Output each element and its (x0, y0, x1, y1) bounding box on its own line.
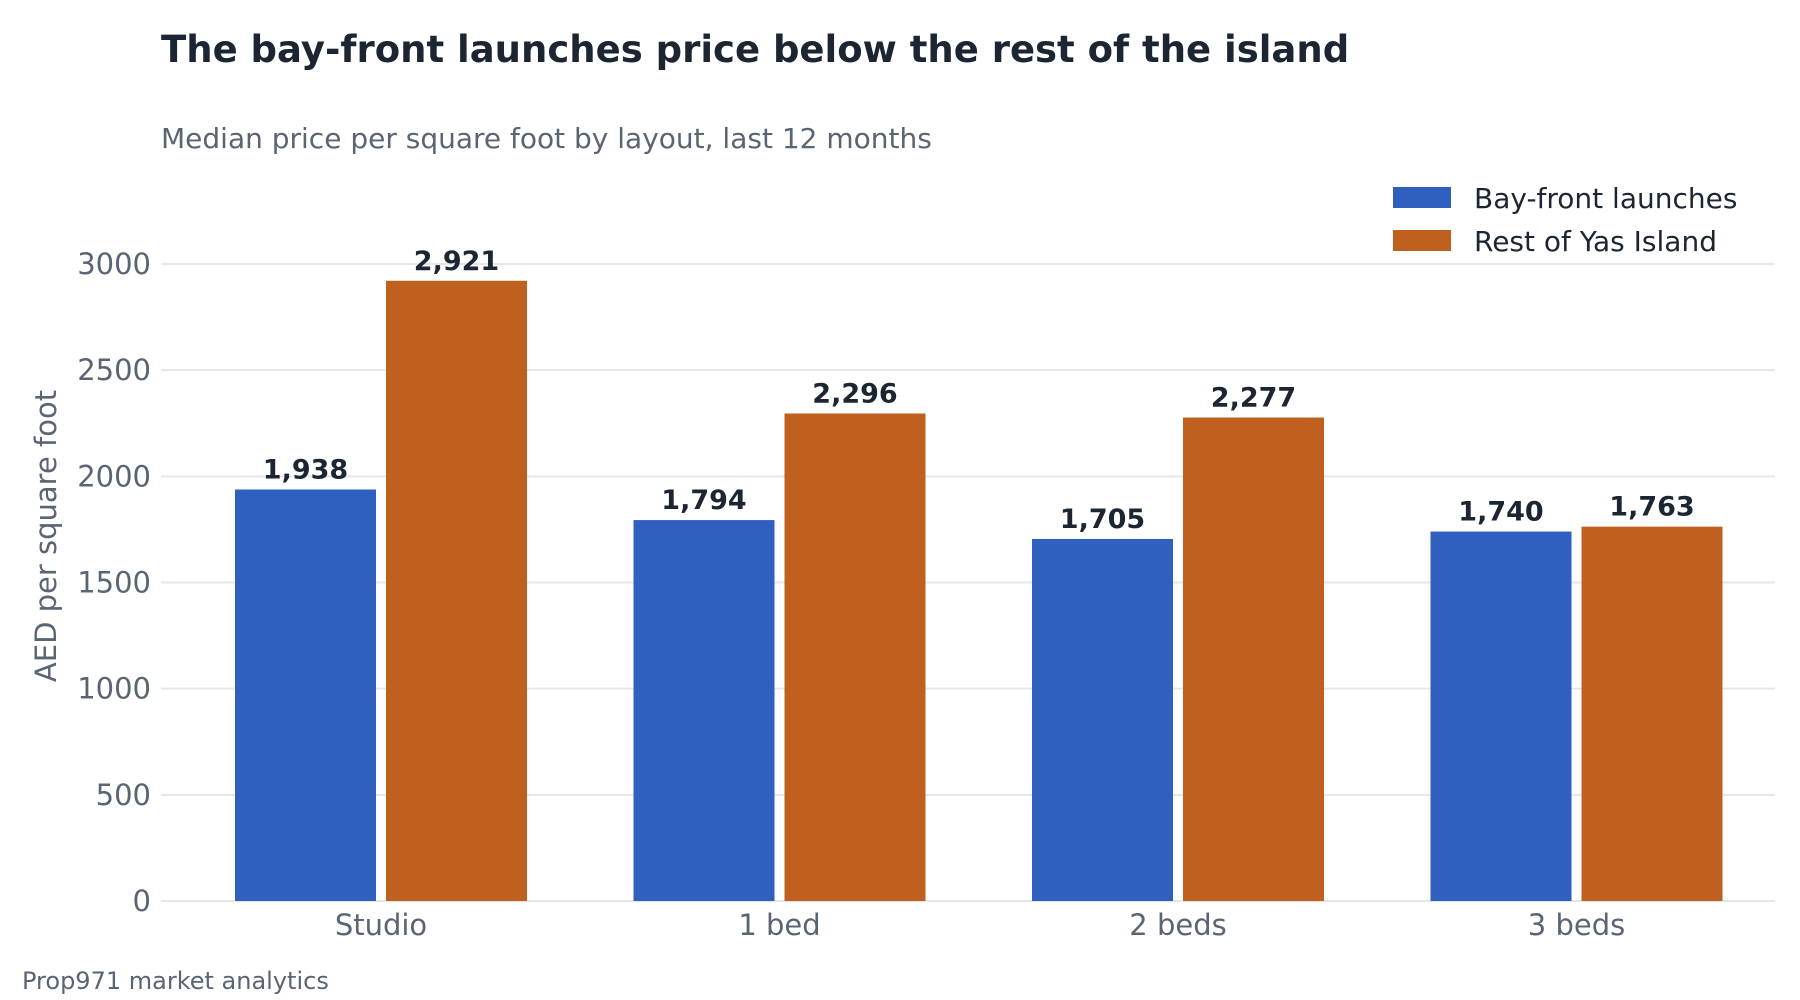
x-tick-label: 2 beds (1129, 908, 1226, 942)
y-tick-label: 1000 (77, 672, 151, 706)
y-tick-label: 1500 (77, 566, 151, 600)
data-label: 2,921 (414, 246, 499, 277)
data-label: 1,740 (1458, 497, 1543, 528)
y-axis-title: AED per square foot (29, 390, 63, 682)
bar-rest-of-island (1183, 417, 1324, 901)
data-label: 1,763 (1609, 492, 1694, 523)
y-tick-label: 2500 (77, 353, 151, 387)
data-label: 2,277 (1211, 383, 1296, 414)
bar-bay-front (633, 520, 775, 901)
bar-rest-of-island (784, 413, 926, 901)
bar-bay-front (235, 489, 376, 901)
data-label: 2,296 (812, 378, 897, 409)
bars (235, 280, 1723, 902)
bar-bay-front (1430, 531, 1572, 901)
legend: Bay-front launches Rest of Yas Island (1393, 182, 1737, 258)
data-label: 1,938 (263, 454, 348, 485)
data-labels: 1,938 2,921 1,794 2,296 1,705 2,277 1,740 1,763 (263, 246, 1695, 535)
chart-title: The bay-front launches price below the r… (161, 28, 1349, 71)
y-axis-ticks: 0 500 1000 1500 2000 2500 3000 (77, 247, 151, 918)
y-tick-label: 2000 (77, 459, 151, 493)
data-label: 1,705 (1060, 504, 1145, 535)
x-axis-ticks: Studio 1 bed 2 beds 3 beds (335, 908, 1625, 942)
legend-label: Rest of Yas Island (1474, 225, 1717, 258)
x-tick-label: 1 bed (738, 908, 820, 942)
y-tick-label: 500 (96, 778, 151, 812)
bar-rest-of-island (1581, 526, 1723, 901)
chart-subtitle: Median price per square foot by layout, … (161, 122, 932, 155)
bar-rest-of-island (386, 280, 527, 902)
legend-swatch (1393, 230, 1451, 251)
y-tick-label: 3000 (77, 247, 151, 281)
legend-swatch (1393, 187, 1451, 208)
y-tick-label: 0 (133, 884, 151, 918)
source-note: Prop971 market analytics (22, 967, 329, 995)
data-label: 1,794 (661, 485, 746, 516)
legend-label: Bay-front launches (1474, 182, 1737, 215)
x-tick-label: Studio (335, 908, 427, 942)
bar-bay-front (1032, 538, 1173, 901)
x-tick-label: 3 beds (1528, 908, 1625, 942)
